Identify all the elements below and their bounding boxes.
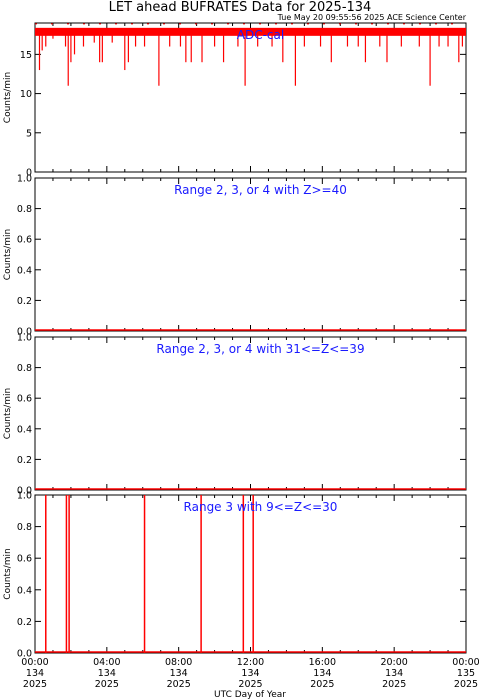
x-tick-year: 2025 — [23, 679, 47, 690]
series-baseline-band — [35, 27, 466, 36]
x-tick-year: 2025 — [382, 679, 406, 690]
x-tick-doy: 134 — [98, 668, 116, 679]
y-tick-label: 15 — [20, 50, 32, 61]
x-tick-year: 2025 — [238, 679, 262, 690]
chart-subtitle: Tue May 20 09:55:56 2025 ACE Science Cen… — [277, 13, 467, 22]
panel-label: Range 2, 3, or 4 with 31<=Z<=39 — [156, 342, 364, 356]
y-tick-label: 0.4 — [17, 265, 32, 276]
y-tick-label: 1.0 — [17, 174, 32, 185]
x-tick-time: 16:00 — [309, 657, 336, 668]
panels: 0 5 10 15 Counts/min ADC-cal 0.0 0.2 0.4 0.6 0.8 1.… — [3, 22, 467, 660]
y-tick-label: 0.2 — [17, 296, 32, 307]
y-tick-label: 0.6 — [17, 235, 32, 246]
y-tick-label: 10 — [20, 89, 32, 100]
y-tick-label: 0.8 — [17, 522, 32, 533]
y-tick-label: 0.8 — [17, 363, 32, 374]
y-tick-label: 0.0 — [17, 327, 32, 338]
x-tick-doy: 134 — [313, 668, 331, 679]
panel-frame — [34, 177, 467, 332]
y-tick-label: 5 — [26, 128, 32, 139]
x-tick-time: 08:00 — [165, 657, 192, 668]
x-tick-year: 2025 — [95, 679, 119, 690]
panel-3: 0.0 0.2 0.4 0.6 0.8 1.0 Counts/min Range 2, 3, … — [3, 333, 467, 497]
panel-4: 0.0 0.2 0.4 0.6 0.8 1.0 Counts/min Range 3 with… — [3, 491, 467, 660]
x-tick-time: 12:00 — [237, 657, 264, 668]
y-axis-label: Counts/min — [3, 388, 13, 439]
x-tick-doy: 135 — [457, 668, 475, 679]
panel-label: ADC-cal — [237, 28, 284, 42]
x-tick-time: 00:00 — [21, 657, 48, 668]
y-tick-label: 0.6 — [17, 554, 32, 565]
x-axis-label: UTC Day of Year — [214, 690, 286, 700]
x-tick-time: 20:00 — [380, 657, 407, 668]
panel-label: Range 2, 3, or 4 with Z>=40 — [174, 183, 347, 197]
y-tick-label: 0.8 — [17, 204, 32, 215]
y-tick-label: 0 — [26, 168, 32, 179]
chart-title: LET ahead BUFRATES Data for 2025-134 — [109, 0, 372, 15]
panel-label: Range 3 with 9<=Z<=30 — [184, 500, 338, 514]
x-tick-year: 2025 — [454, 679, 478, 690]
panel-1: 0 5 10 15 Counts/min ADC-cal — [3, 22, 467, 179]
x-tick-doy: 134 — [241, 668, 259, 679]
y-tick-label: 0.0 — [17, 649, 32, 660]
x-tick-time: 00:00 — [452, 657, 479, 668]
y-tick-label: 0.0 — [17, 486, 32, 497]
y-tick-label: 0.4 — [17, 585, 32, 596]
y-tick-label: 1.0 — [17, 491, 32, 502]
x-tick-year: 2025 — [310, 679, 334, 690]
y-axis-label: Counts/min — [3, 548, 13, 599]
x-tick-doy: 134 — [26, 668, 44, 679]
x-tick-year: 2025 — [167, 679, 191, 690]
y-tick-label: 0.6 — [17, 394, 32, 405]
panel-2: 0.0 0.2 0.4 0.6 0.8 1.0 Counts/min Range 2, 3, … — [3, 174, 467, 338]
y-tick-label: 1.0 — [17, 333, 32, 344]
y-tick-label: 0.4 — [17, 424, 32, 435]
panel-frame — [34, 336, 467, 491]
x-axis: 00:00134202504:00134202508:00134202512:0… — [21, 657, 479, 690]
panel-frame — [34, 494, 467, 654]
y-axis-label: Counts/min — [3, 229, 13, 280]
y-tick-label: 0.2 — [17, 617, 32, 628]
y-axis-label: Counts/min — [3, 72, 13, 123]
x-tick-time: 04:00 — [93, 657, 120, 668]
x-tick-doy: 134 — [385, 668, 403, 679]
x-tick-doy: 134 — [170, 668, 188, 679]
y-tick-label: 0.2 — [17, 455, 32, 466]
